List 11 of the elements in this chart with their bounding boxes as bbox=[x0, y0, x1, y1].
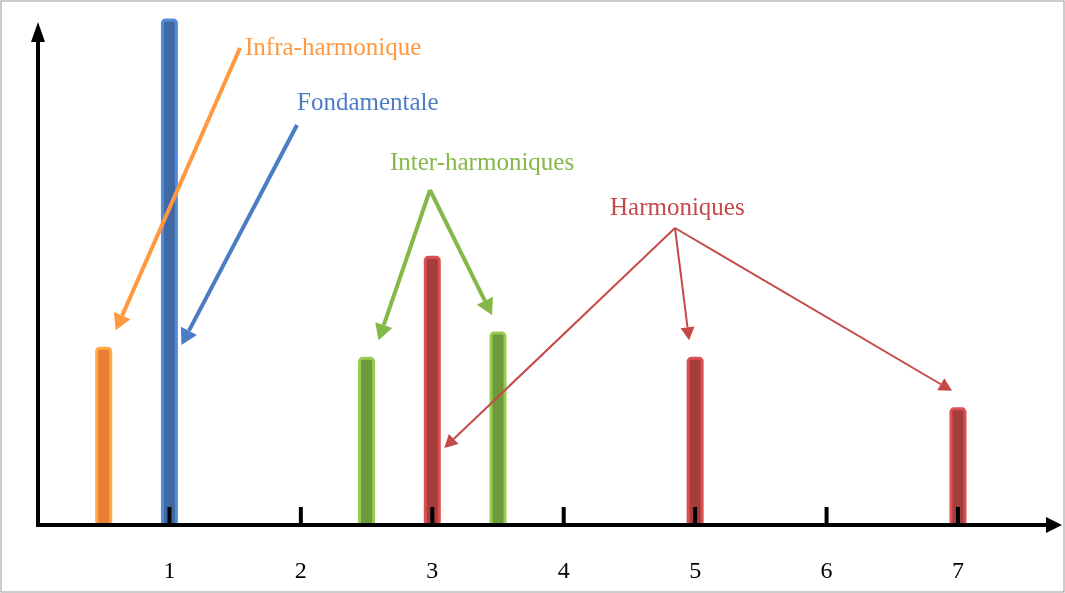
x-tick-label: 6 bbox=[820, 557, 833, 583]
text: Harmoniques bbox=[610, 193, 745, 220]
x-tick-label: 2 bbox=[294, 557, 307, 583]
x-tick-label: 5 bbox=[689, 557, 702, 583]
x-tick-label: 1 bbox=[163, 557, 176, 583]
x-tick-label: 3 bbox=[426, 557, 439, 583]
text: Fondamentale bbox=[297, 88, 439, 115]
text: Inter-harmoniques bbox=[390, 148, 575, 175]
x-tick-label: 7 bbox=[952, 557, 964, 583]
x-tick-label: 4 bbox=[557, 557, 570, 583]
text: Infra-harmonique bbox=[245, 33, 422, 60]
